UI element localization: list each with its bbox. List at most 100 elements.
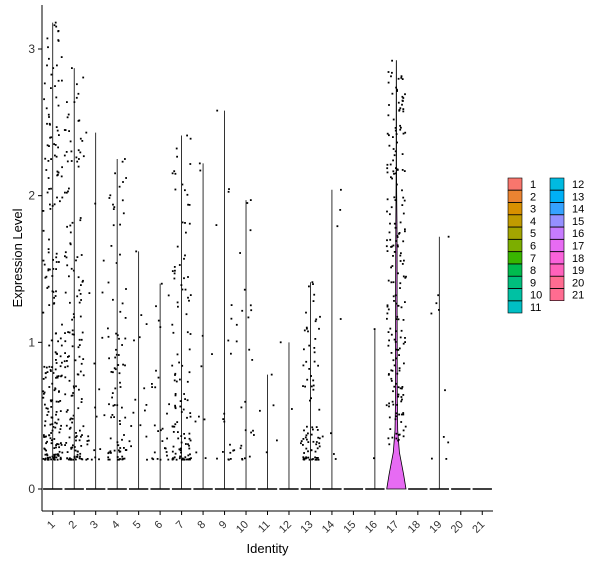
data-point (160, 429, 162, 432)
data-point (122, 363, 124, 366)
data-point (82, 374, 85, 377)
data-point (388, 373, 390, 375)
legend-key-20 (549, 276, 565, 289)
data-point (44, 420, 47, 423)
data-point (188, 222, 191, 225)
data-point (124, 158, 126, 160)
data-point (314, 338, 317, 340)
data-point (174, 172, 177, 175)
data-point (184, 437, 186, 440)
data-point (75, 435, 78, 437)
data-point (57, 146, 59, 149)
data-point (48, 238, 50, 241)
data-point (386, 250, 389, 252)
data-point (114, 368, 117, 371)
data-point (42, 378, 45, 380)
data-point (313, 347, 316, 349)
data-point (72, 269, 75, 272)
data-point (392, 359, 395, 362)
data-point (101, 291, 104, 294)
data-point (60, 424, 62, 427)
data-point (60, 374, 63, 377)
data-point (312, 283, 314, 285)
data-point (78, 388, 80, 391)
data-point (59, 410, 62, 412)
data-point (53, 389, 56, 392)
data-point (55, 400, 58, 403)
data-point (72, 444, 74, 447)
data-point (391, 177, 393, 180)
data-point (178, 457, 181, 460)
data-point (302, 456, 305, 459)
data-point (122, 457, 125, 460)
legend-key-3 (507, 202, 523, 215)
data-point (46, 454, 49, 457)
data-point (447, 441, 450, 444)
data-point (68, 331, 71, 334)
data-point (76, 373, 79, 376)
data-point (54, 351, 57, 354)
data-point (310, 433, 313, 436)
data-point (70, 417, 72, 420)
data-point (121, 199, 124, 202)
data-point (188, 447, 191, 450)
data-point (42, 390, 45, 393)
data-point (303, 452, 305, 454)
data-point (389, 428, 392, 430)
data-point (181, 221, 184, 224)
data-point (130, 445, 132, 448)
data-point (229, 443, 231, 446)
data-point (59, 355, 62, 358)
data-point (48, 304, 51, 306)
data-point (82, 76, 85, 79)
data-point (183, 393, 185, 395)
data-point (402, 110, 405, 113)
data-point (45, 169, 48, 171)
data-point (52, 291, 55, 293)
data-point (46, 64, 48, 67)
data-point (186, 416, 188, 419)
data-point (305, 326, 308, 329)
data-point (79, 452, 82, 455)
data-point (86, 458, 89, 460)
data-point (53, 143, 55, 145)
data-point (77, 346, 80, 349)
data-point (393, 364, 396, 367)
data-point (185, 313, 188, 316)
data-point (387, 344, 390, 347)
data-point (300, 442, 302, 445)
x-tick-label: 6 (152, 519, 165, 532)
data-point (227, 458, 230, 461)
data-point (187, 296, 189, 299)
data-point (108, 357, 110, 360)
data-point (392, 281, 395, 284)
data-point (116, 456, 119, 458)
violin-layer (43, 22, 492, 490)
data-point (87, 435, 90, 438)
data-point (243, 288, 246, 291)
data-point (65, 151, 68, 153)
data-point (73, 316, 75, 319)
data-point (44, 372, 47, 374)
data-point (94, 406, 96, 409)
data-point (249, 304, 252, 307)
data-point (53, 458, 55, 461)
data-point (396, 183, 398, 186)
legend-label-20: 20 (572, 277, 584, 289)
data-point (230, 304, 233, 306)
data-point (316, 447, 319, 450)
data-point (388, 231, 391, 234)
data-point (121, 160, 124, 163)
data-point (151, 383, 153, 385)
data-point (75, 259, 77, 262)
data-point (187, 458, 190, 461)
data-point (303, 329, 306, 332)
data-point (50, 458, 52, 461)
data-point (112, 208, 115, 210)
data-point (119, 223, 121, 226)
data-point (53, 447, 56, 449)
data-point (172, 331, 175, 334)
data-point (81, 331, 84, 334)
data-point (50, 400, 53, 403)
x-tick-label: 9 (217, 519, 230, 532)
